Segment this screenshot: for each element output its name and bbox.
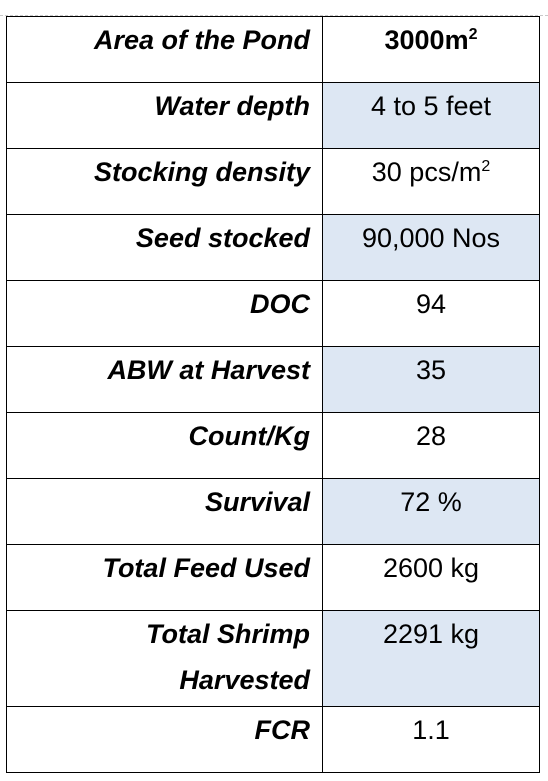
row-value: 90,000 Nos: [322, 214, 540, 281]
table-row-abw: ABW at Harvest 35: [6, 346, 540, 413]
row-value: 28: [322, 412, 540, 479]
table-row-survival: Survival 72 %: [6, 478, 540, 545]
row-label: Survival: [6, 478, 323, 545]
row-value: 72 %: [322, 478, 540, 545]
superscript: 2: [481, 158, 491, 175]
row-label: Seed stocked: [6, 214, 323, 281]
row-value: 1.1: [322, 706, 540, 773]
row-value: 2600 kg: [322, 544, 540, 611]
table-row-fcr: FCR 1.1: [6, 706, 540, 773]
row-label: Total Shrimp Harvested: [6, 610, 323, 707]
row-label: FCR: [6, 706, 323, 773]
row-value: 4 to 5 feet: [322, 82, 540, 149]
table-row-stocking-density: Stocking density 30 pcs/m2: [6, 148, 540, 215]
table-row-doc: DOC 94: [6, 280, 540, 347]
table-row-water-depth: Water depth 4 to 5 feet: [6, 82, 540, 149]
row-label: Water depth: [6, 82, 323, 149]
superscript: 2: [468, 26, 478, 43]
row-label: ABW at Harvest: [6, 346, 323, 413]
row-value: 3000m2: [322, 16, 540, 83]
row-label: DOC: [6, 280, 323, 347]
row-value: 94: [322, 280, 540, 347]
table-row-feed-used: Total Feed Used 2600 kg: [6, 544, 540, 611]
row-label: Total Feed Used: [6, 544, 323, 611]
row-value: 2291 kg: [322, 610, 540, 707]
row-value: 30 pcs/m2: [322, 148, 540, 215]
table-row-area: Area of the Pond 3000m2: [6, 16, 540, 83]
row-value: 35: [322, 346, 540, 413]
row-label: Count/Kg: [6, 412, 323, 479]
table-row-seed-stocked: Seed stocked 90,000 Nos: [6, 214, 540, 281]
page-top-rule: [0, 15, 548, 16]
pond-harvest-table: Area of the Pond 3000m2 Water depth 4 to…: [6, 16, 540, 773]
table-row-count: Count/Kg 28: [6, 412, 540, 479]
row-label: Stocking density: [6, 148, 323, 215]
row-label: Area of the Pond: [6, 16, 323, 83]
table-row-shrimp-harvested: Total Shrimp Harvested 2291 kg: [6, 610, 540, 707]
